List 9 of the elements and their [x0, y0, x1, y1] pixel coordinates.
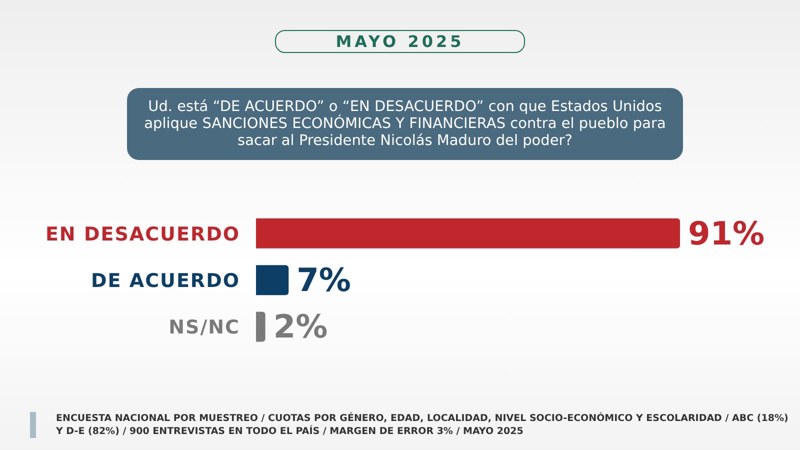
text: ENCUESTA NACIONAL POR MUESTREO / CUOTAS POR GÉNERO, EDAD, LOCALIDAD, NIVEL SOCIO-ECONÓMICO Y ESCOLARIDAD / ABC (18%) Y D-E (82%) / 900 ENTREVISTAS EN TODO EL PAÍS / MARGEN DE ERROR 3% / MAYO 2025 — [30, 412, 796, 438]
y-tick-label: DE ACUERDO — [91, 270, 240, 292]
y-tick-label: EN DESACUERDO — [45, 223, 240, 246]
data-label: 91% — [688, 214, 765, 252]
chart-title: MAYO 2025 — [274, 30, 526, 53]
data-label: 2% — [273, 308, 328, 346]
y-tick-label: NS/NC — [168, 316, 240, 339]
chart-subtitle: Ud. está “DE ACUERDO” o “EN DESACUERDO” con que Estados Unidos aplique SANCIONES ECONÓMICAS Y FINANCIERAS contra el pueblo para sacar al Presidente Nicolás Maduro del poder? — [127, 88, 683, 160]
data-label: 7% — [296, 261, 351, 300]
